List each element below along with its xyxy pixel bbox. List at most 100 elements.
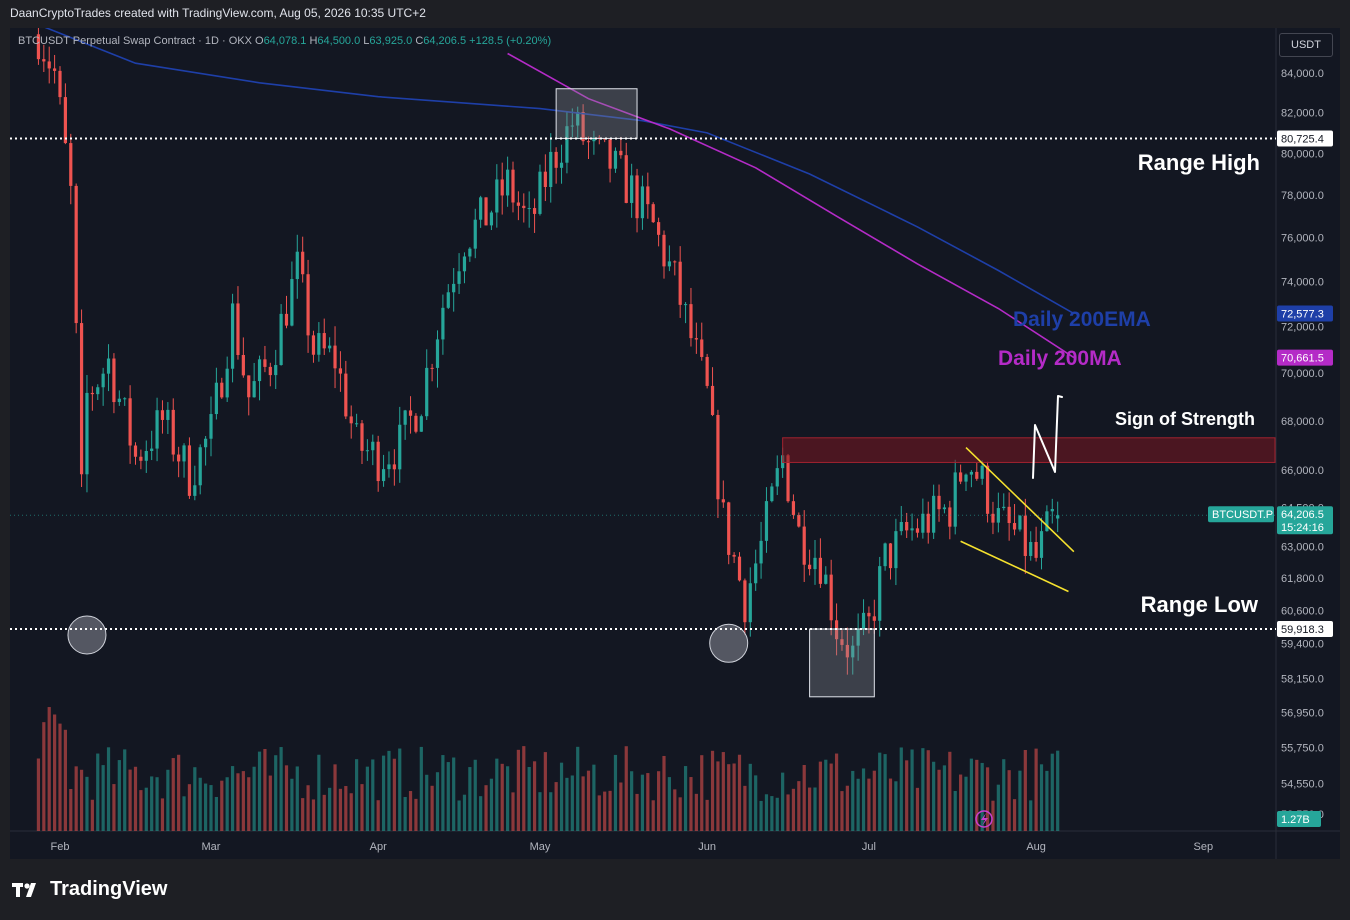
volume-bar: [888, 778, 893, 831]
candle-body: [559, 162, 564, 168]
candle-body: [878, 566, 882, 621]
candle-body: [1045, 511, 1049, 532]
price-tick-label: 56,950.0: [1281, 708, 1324, 720]
candle-body: [123, 398, 127, 400]
volume-bar: [948, 751, 952, 831]
price-tick-label: 61,800.0: [1281, 573, 1324, 585]
candle-body: [969, 471, 973, 475]
volume-bar: [824, 759, 828, 831]
candle-body: [586, 141, 591, 143]
candle-body: [942, 507, 947, 510]
volume-bar: [872, 770, 876, 831]
lightning-icon[interactable]: [975, 810, 993, 828]
candle-body: [441, 307, 445, 340]
volume-bar: [640, 774, 645, 831]
candle-body: [295, 251, 299, 280]
candle-body: [678, 261, 682, 305]
candle-body: [532, 208, 537, 214]
candle-body: [667, 261, 671, 267]
volume-bar: [198, 777, 202, 831]
candle-body: [79, 323, 84, 475]
candle-body: [344, 373, 348, 417]
volume-bar: [532, 761, 537, 831]
candle-body: [549, 151, 553, 187]
range-low-label: Range Low: [1141, 592, 1259, 617]
volume-bar: [225, 777, 229, 831]
candle-body: [290, 279, 294, 326]
candle-body: [818, 557, 822, 584]
candle-body: [673, 261, 677, 263]
volume-bar: [333, 764, 337, 831]
candle-body: [845, 644, 849, 658]
candle-body: [980, 465, 984, 479]
volume-bar: [597, 795, 601, 831]
candle-body: [910, 528, 914, 531]
candle-body: [646, 186, 650, 205]
price-chart[interactable]: Range High Range Low Daily 200EMA Daily 200…: [10, 28, 1340, 859]
lightning-bolt-icon: [981, 813, 988, 826]
candle-body: [236, 303, 240, 355]
candle-body: [166, 409, 170, 420]
candle-body: [333, 345, 337, 369]
candle-body: [274, 365, 278, 376]
volume-bar: [705, 799, 709, 831]
volume-bar: [241, 771, 245, 831]
candle-body: [856, 629, 860, 646]
volume-bar: [1029, 800, 1033, 831]
volume-bar: [624, 746, 628, 831]
candle-body: [570, 125, 574, 127]
candle-body: [791, 501, 796, 515]
volume-bar: [187, 784, 192, 831]
symbol-tag: [1208, 506, 1274, 523]
volume-bar: [759, 800, 763, 831]
candle-body: [446, 292, 450, 308]
price-tick-label: 72,000.0: [1281, 322, 1324, 334]
volume-bar: [69, 788, 73, 831]
candle-body: [328, 345, 332, 349]
open-value: 64,078.1: [263, 35, 307, 47]
chart-area[interactable]: Range High Range Low Daily 200EMA Daily 200…: [10, 28, 1340, 859]
candle-body: [1050, 508, 1054, 512]
volume-bar: [306, 785, 310, 831]
volume-bar: [802, 765, 806, 831]
currency-button[interactable]: USDT: [1279, 33, 1333, 57]
candle-body: [85, 392, 89, 475]
candle-body: [861, 612, 866, 630]
candle-body: [786, 455, 790, 502]
candle-body: [42, 59, 46, 62]
candle-body: [230, 303, 235, 369]
last-price-label: 64,206.5: [1281, 509, 1324, 521]
price-tick-label: 74,000.0: [1281, 277, 1324, 289]
candle-body: [349, 416, 353, 424]
volume-bar: [193, 767, 197, 831]
volume-bar: [376, 800, 380, 831]
candle-body: [829, 574, 833, 621]
volume-bar: [905, 760, 909, 831]
volume-bar: [58, 723, 62, 831]
candle-body: [543, 171, 547, 187]
candle-body: [133, 445, 138, 457]
high-label: H: [309, 35, 318, 47]
volume-bar: [964, 776, 968, 831]
volume-bar: [247, 777, 251, 831]
volume-bar: [953, 790, 957, 831]
candle-body: [489, 212, 494, 226]
candle-body: [220, 382, 224, 398]
candle-body: [953, 472, 957, 527]
volume-bar: [441, 755, 445, 831]
volume-bar: [996, 784, 1000, 831]
candle-body: [425, 367, 429, 417]
candle-body: [797, 514, 801, 527]
volume-bar: [613, 754, 618, 831]
price-tick-label: 84,000.0: [1281, 68, 1324, 80]
volume-bar: [603, 791, 607, 831]
volume-bar: [301, 798, 305, 831]
symbol-tag-label: BTCUSDT.P: [1212, 509, 1273, 521]
candle-body: [635, 175, 639, 219]
volume-bar: [209, 785, 213, 831]
candle-body: [101, 373, 105, 388]
price-tick-label: 55,750.0: [1281, 743, 1324, 755]
volume-bar: [446, 762, 450, 831]
volume-bar: [808, 787, 812, 831]
volume-bar: [608, 790, 612, 831]
